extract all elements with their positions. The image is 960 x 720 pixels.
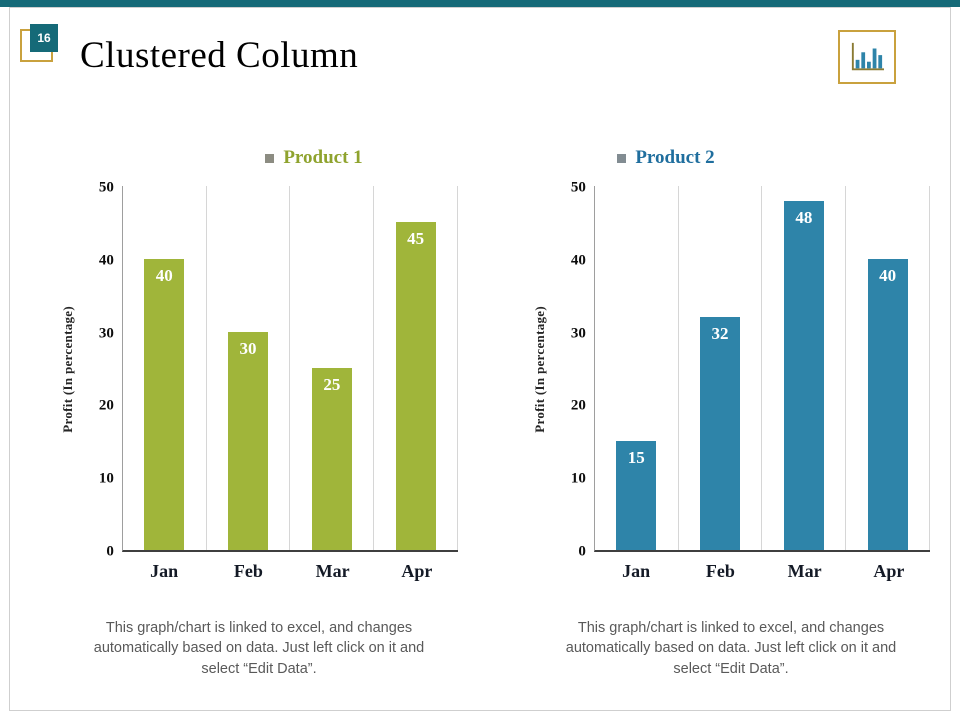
bar-value-label: 48: [795, 207, 813, 227]
bar-value-label: 30: [239, 338, 257, 358]
y-axis-title: Profit (In percentage): [60, 305, 75, 433]
chart-product-1[interactable]: Product 1 Profit (In percentage) 0 10 20 30…: [60, 146, 459, 679]
x-axis-labels: Jan Feb Mar Apr: [122, 561, 459, 582]
x-axis-label: Mar: [315, 561, 350, 581]
gridline-cell: 40: [123, 186, 207, 550]
bar-value-label: 15: [627, 447, 645, 467]
slide-number-badge: 16: [20, 24, 58, 62]
tick-label: 20: [570, 397, 586, 414]
x-axis: Jan Feb Mar Apr: [532, 561, 930, 582]
legend-label: Product 2: [635, 147, 715, 168]
bar-product-2-feb: 32: [700, 317, 741, 550]
top-accent-bar: [0, 0, 960, 7]
bar-value-label: 40: [155, 265, 173, 285]
legend-bullet-icon: [265, 153, 275, 163]
x-axis-label: Feb: [233, 561, 263, 581]
chart-product-2[interactable]: Product 2 Profit (In percentage) 0 10 20 30…: [532, 146, 931, 679]
gridline-cell: 40: [846, 186, 931, 550]
gridline-cell: 48: [762, 186, 847, 550]
bar-value-label: 32: [711, 324, 729, 344]
bar-product-1-mar: 25: [311, 368, 352, 550]
chart-area: Profit (In percentage) 0 10 20 30 40 50 15 32 4…: [532, 180, 931, 560]
gridline-cell: 30: [207, 186, 291, 550]
bar-value-label: 45: [407, 229, 425, 249]
x-axis: Jan Feb Mar Apr: [60, 561, 458, 582]
legend-label: Product 1: [283, 147, 363, 168]
y-axis-title: Profit (In percentage): [532, 305, 547, 433]
tick-label: 0: [578, 543, 586, 560]
gridline-cell: 15: [595, 186, 679, 550]
tick-label: 20: [98, 397, 114, 414]
bar-product-1-jan: 40: [144, 258, 185, 550]
bar-product-1-apr: 45: [395, 222, 436, 550]
tick-label: 50: [570, 179, 586, 196]
legend-bullet-icon: [617, 153, 627, 163]
x-axis-label: Jan: [622, 561, 651, 581]
chart-legend: Product 2: [467, 146, 865, 170]
tick-label: 10: [98, 470, 114, 487]
gridline-cell: 45: [374, 186, 459, 550]
tick-label: 40: [98, 252, 114, 269]
page-title: Clustered Column: [80, 35, 359, 76]
tick-label: 40: [570, 252, 586, 269]
charts-row: Product 1 Profit (In percentage) 0 10 20 30…: [60, 146, 931, 679]
bar-product-1-feb: 30: [228, 331, 269, 550]
gridline-cell: 25: [290, 186, 375, 550]
bar-product-2-apr: 40: [867, 258, 908, 550]
x-axis-label: Mar: [787, 561, 822, 581]
chart-area: Profit (In percentage) 0 10 20 30 40 50 40 30 2…: [60, 180, 459, 560]
tick-label: 30: [98, 325, 114, 342]
bar-product-2-jan: 15: [616, 440, 657, 550]
gridline-cell: 32: [679, 186, 763, 550]
plot-area: 40 30 25 45: [121, 186, 459, 552]
tick-label: 0: [106, 543, 114, 560]
x-axis-label: Feb: [705, 561, 735, 581]
bar-value-label: 25: [323, 375, 341, 394]
tick-label: 50: [98, 179, 114, 196]
x-axis-labels: Jan Feb Mar Apr: [594, 561, 931, 582]
chart-caption: This graph/chart is linked to excel, and…: [565, 620, 897, 677]
bar-chart-icon: [838, 30, 896, 84]
y-axis-ticks: 0 10 20 30 40 50: [556, 180, 594, 560]
bar-product-2-mar: 48: [783, 200, 824, 550]
chart-caption: This graph/chart is linked to excel, and…: [93, 620, 425, 677]
plot-area: 15 32 48 40: [593, 186, 931, 552]
y-axis-ticks: 0 10 20 30 40 50: [84, 180, 122, 560]
x-axis-label: Apr: [401, 561, 433, 581]
bar-value-label: 40: [879, 265, 897, 285]
slide-number: 16: [30, 24, 58, 52]
x-axis-label: Apr: [873, 561, 905, 581]
tick-label: 10: [570, 470, 586, 487]
x-axis-label: Jan: [150, 561, 179, 581]
bar-chart-icon-glyph: [851, 42, 884, 71]
tick-label: 30: [570, 325, 586, 342]
chart-legend: Product 1: [115, 146, 513, 170]
